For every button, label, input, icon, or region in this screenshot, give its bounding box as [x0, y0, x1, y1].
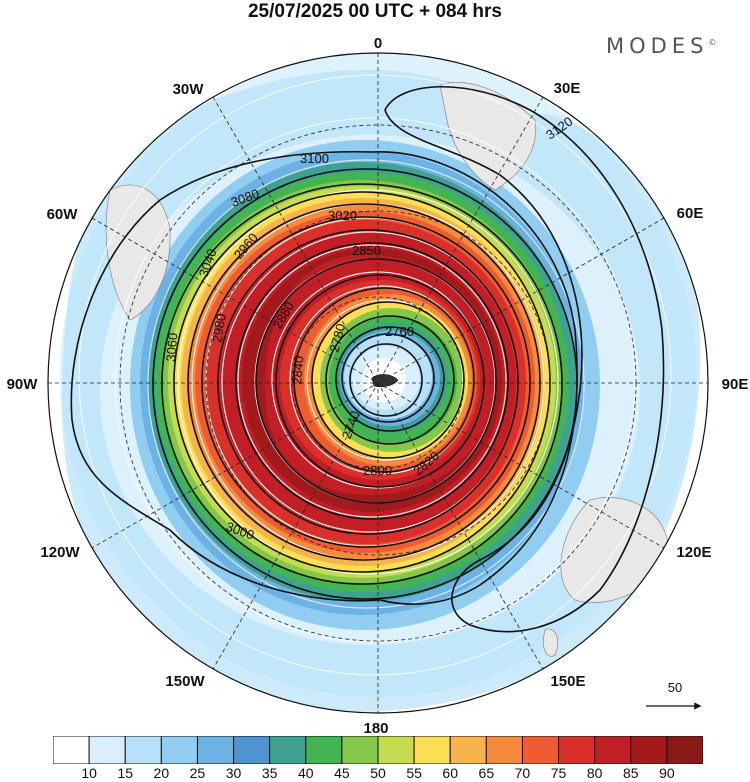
- colorbar-swatch: [521, 735, 560, 765]
- colorbar-swatch: [124, 735, 162, 765]
- colorbar-swatch: [305, 735, 343, 765]
- lon-label-150e: 150E: [550, 673, 585, 690]
- graticule: [48, 53, 708, 713]
- contour-3080: [152, 168, 578, 600]
- contour-2880: [255, 258, 497, 504]
- australia-landmass: [560, 497, 669, 603]
- contour-2780: [335, 326, 445, 432]
- map-title: 25/07/2025 00 UTC + 084 hrs: [247, 1, 503, 22]
- contour-2850: [275, 274, 485, 488]
- lon-label-120w: 120W: [40, 544, 80, 561]
- contour-3120: [384, 85, 665, 633]
- colorbar-tick-label: 35: [261, 765, 278, 781]
- colorbar-tick-label: 70: [514, 765, 531, 781]
- lon-label-0: 0: [374, 35, 382, 52]
- colorbar-tick-label: 90: [659, 765, 675, 781]
- brand-logo: MODES©: [606, 34, 716, 58]
- colorbar: [52, 735, 704, 769]
- colorbar-tick-label: 55: [406, 765, 422, 781]
- contour-2760: [341, 333, 435, 423]
- copyright-mark: ©: [708, 38, 717, 47]
- colorbar-swatch: [160, 735, 198, 765]
- colorbar-swatch: [269, 735, 307, 765]
- contour-label-2760: 2760: [385, 324, 414, 339]
- contour-label-3020: 3020: [328, 208, 357, 223]
- contour-3020: [187, 203, 541, 561]
- colorbar-tick-label: 20: [153, 765, 170, 781]
- brand-name: MODES: [606, 34, 709, 58]
- lon-label-120e: 120E: [676, 544, 711, 561]
- contour-3060: [161, 183, 563, 585]
- colorbar-swatch: [413, 735, 451, 765]
- contour-label-2800: 2800: [363, 463, 392, 478]
- colorbar-swatch: [52, 735, 90, 765]
- contour-2820: [311, 301, 465, 459]
- colorbar-tick-label: 40: [297, 765, 314, 781]
- lon-label-90e: 90E: [722, 376, 749, 393]
- contour-label-3060: 3060: [163, 332, 180, 362]
- contour-3100: [70, 150, 578, 605]
- lon-label-30w: 30W: [173, 81, 205, 98]
- longitude-labels: 0 30E 60E 90E 120E 150E 180 150W 120W 90…: [7, 35, 749, 737]
- contour-label-2840: 2840: [289, 355, 306, 385]
- colorbar-swatch: [196, 735, 235, 765]
- contour-2960: [235, 242, 509, 520]
- colorbar-tick-label: 50: [370, 765, 386, 781]
- colorbar-tick-label: 15: [117, 765, 134, 781]
- new-zealand-landmass: [543, 628, 559, 657]
- colorbar-tick-label: 75: [550, 765, 567, 781]
- colorbar-swatch: [630, 735, 668, 765]
- colorbar-swatch: [666, 735, 704, 765]
- contour-label-3100: 3100: [300, 151, 329, 166]
- colorbar-swatch: [558, 735, 596, 765]
- colorbar-tick-label: 30: [225, 765, 242, 781]
- colorbar-swatch: [485, 735, 523, 765]
- colorbar-tick-label: 45: [334, 765, 350, 781]
- contour-2980: [217, 229, 519, 535]
- lon-label-60w: 60W: [47, 206, 79, 223]
- contour-2740: [349, 343, 423, 417]
- map-boundary: [47, 52, 709, 714]
- colorbar-tick-label: 80: [586, 765, 603, 781]
- lon-label-90w: 90W: [7, 376, 39, 393]
- contour-label-2780: 2780: [326, 322, 348, 354]
- lon-label-180: 180: [363, 720, 388, 737]
- lon-label-150w: 150W: [165, 673, 205, 690]
- colorbar-swatch: [449, 735, 487, 765]
- colorbar-swatch: [377, 735, 415, 765]
- colorbar-tick-label: 10: [81, 765, 97, 781]
- colorbar-tick-label: 25: [189, 765, 206, 781]
- contour-2840: [293, 287, 475, 473]
- colorbar-swatches: [52, 735, 704, 765]
- reference-vector: 50: [646, 680, 702, 710]
- contour-label-2980: 2980: [209, 312, 229, 343]
- colorbar-ticks: 10 15 20 25 30 35 40 45 50 55 60 65 70 75 80 85 90: [0, 765, 750, 781]
- colorbar-swatch: [88, 735, 126, 765]
- colorbar-tick-label: 85: [622, 765, 639, 781]
- lon-label-60e: 60E: [677, 205, 704, 222]
- colorbar-tick-label: 60: [442, 765, 459, 781]
- colorbar-swatch: [594, 735, 632, 765]
- lon-label-30e: 30E: [554, 80, 581, 97]
- colorbar-swatch: [233, 735, 271, 765]
- colorbar-swatch: [341, 735, 379, 765]
- contour-3000: [201, 216, 531, 548]
- contour-2800: [325, 315, 455, 445]
- reference-vector-label: 50: [668, 680, 682, 695]
- colorbar-tick-label: 65: [478, 765, 495, 781]
- contour-label-2850: 2850: [352, 243, 381, 258]
- wind-speed-shading: [60, 53, 701, 713]
